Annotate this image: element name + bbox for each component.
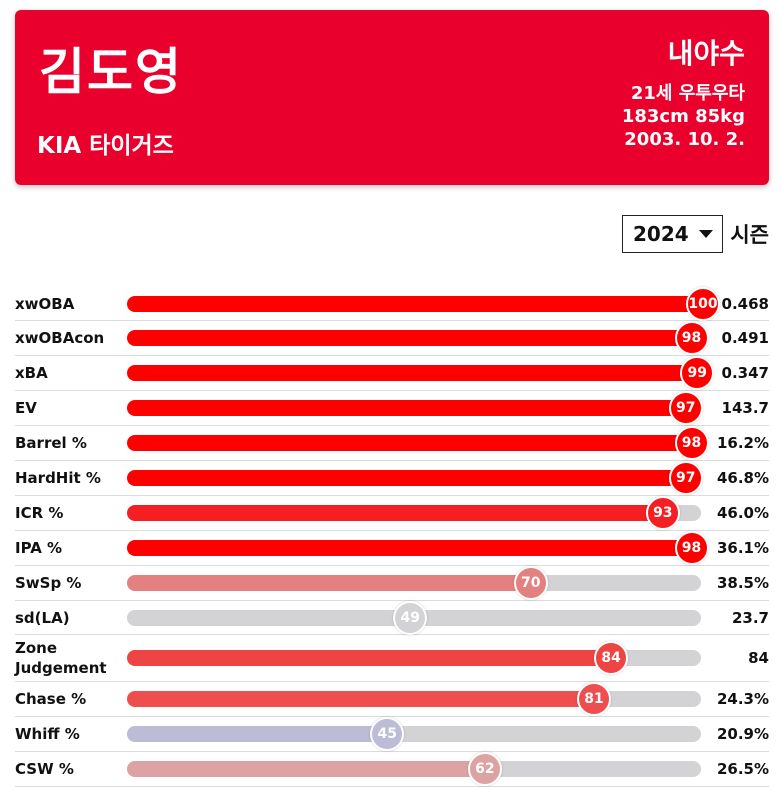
percentile-bar-track: 98	[127, 426, 709, 460]
player-name: 김도영	[39, 43, 183, 101]
percentile-badge: 45	[370, 717, 405, 751]
percentile-bar-fill	[127, 761, 483, 777]
percentile-bar-fill	[127, 609, 409, 626]
percentile-bar-fill	[127, 540, 690, 556]
metric-label: Zone Judgement	[15, 639, 107, 677]
player-position: 내야수	[667, 37, 745, 70]
percentile-bar-fill	[127, 330, 690, 346]
metric-value: 46.0%	[716, 504, 769, 522]
percentile-badge: 98	[674, 321, 709, 355]
percentile-bar-fill	[127, 365, 696, 381]
metric-value: 0.347	[721, 364, 769, 382]
metric-value: 38.5%	[716, 574, 769, 592]
percentile-badge: 84	[594, 641, 629, 675]
percentile-bar-track: 93	[127, 496, 701, 530]
percentile-bar-track: 70	[127, 566, 701, 600]
percentile-badge: 49	[393, 600, 428, 635]
metric-value: 46.8%	[716, 469, 769, 487]
percentile-bar-fill	[127, 400, 684, 416]
percentile-badge: 62	[467, 752, 502, 786]
percentile-bar-fill	[127, 505, 661, 521]
season-selector-row: 2024 시즌	[622, 214, 769, 254]
percentile-bar-fill	[127, 435, 690, 451]
metric-value: 26.5%	[716, 760, 769, 778]
metric-label: Chase %	[15, 690, 87, 708]
percentile-badge: 97	[668, 461, 703, 495]
player-body: 183cm 85kg	[621, 106, 745, 127]
percentile-bar-fill	[127, 575, 529, 591]
metric-value: 23.7	[731, 608, 769, 627]
percentile-bar-fill	[127, 470, 684, 486]
player-header-card: 김도영 KIA 타이거즈 내야수 21세 우투우타 183cm 85kg 200…	[15, 10, 769, 185]
percentile-bar-track: 49	[127, 600, 701, 635]
team-name: KIA 타이거즈	[37, 133, 174, 159]
percentile-bar-track: 100	[127, 286, 720, 321]
metric-label: SwSp %	[15, 574, 82, 592]
metric-label: Barrel %	[15, 434, 87, 452]
player-info: 21세 우투우타 183cm 85kg 2003. 10. 2.	[622, 82, 745, 151]
percentile-bar-fill	[127, 726, 386, 742]
season-select[interactable]: 2024	[622, 215, 724, 253]
percentile-badge: 99	[680, 356, 715, 390]
percentile-bar-track: 98	[127, 321, 709, 355]
metric-label: Whiff %	[15, 725, 80, 743]
percentile-badge: 97	[668, 391, 703, 425]
percentile-bar-track: 97	[127, 461, 703, 495]
percentile-bar-track: 81	[127, 682, 701, 716]
season-select-value: 2024	[633, 222, 689, 246]
percentile-badge: 98	[674, 531, 709, 565]
percentile-bar-fill	[127, 691, 592, 707]
percentile-bar-track: 45	[127, 717, 701, 751]
metric-label: xBA	[15, 364, 48, 382]
metric-row: xwOBAcon 98 0.491	[15, 321, 769, 356]
metric-label: ICR %	[15, 504, 64, 522]
metric-value: 0.468	[721, 294, 769, 313]
metric-label: xwOBAcon	[15, 329, 105, 347]
metrics-list: xwOBA 100 0.468 xwOBAcon 98 0.491 xBA 99 0.347 EV…	[15, 286, 769, 787]
metric-row: Barrel % 98 16.2%	[15, 426, 769, 461]
metric-value: 0.491	[721, 329, 769, 347]
metric-row: ICR % 93 46.0%	[15, 496, 769, 531]
metric-row: SwSp % 70 38.5%	[15, 566, 769, 601]
percentile-bar-track: 84	[127, 641, 701, 675]
metric-label: EV	[15, 399, 37, 417]
metric-value: 24.3%	[716, 690, 769, 708]
metric-label: xwOBA	[15, 294, 75, 313]
metric-row: CSW % 62 26.5%	[15, 752, 769, 787]
percentile-badge: 70	[513, 566, 548, 600]
percentile-bar-fill	[127, 650, 610, 666]
metric-label: CSW %	[15, 760, 74, 778]
metric-value: 20.9%	[716, 725, 769, 743]
metric-row: IPA % 98 36.1%	[15, 531, 769, 566]
metric-value: 143.7	[721, 399, 769, 417]
season-label: 시즌	[730, 223, 769, 247]
metric-row: Whiff % 45 20.9%	[15, 717, 769, 752]
metric-value: 84	[748, 649, 769, 667]
percentile-badge: 98	[674, 426, 709, 460]
metric-row: Zone Judgement 84 84	[15, 635, 769, 682]
metric-row: sd(LA) 49 23.7	[15, 600, 769, 635]
percentile-bar-track: 62	[127, 752, 701, 786]
metric-label: IPA %	[15, 539, 63, 557]
player-age-hand: 21세 우투우타	[630, 83, 745, 104]
percentile-bar-fill	[127, 295, 701, 312]
metric-row: HardHit % 97 46.8%	[15, 461, 769, 496]
player-birth: 2003. 10. 2.	[624, 129, 745, 150]
metric-value: 16.2%	[716, 434, 769, 452]
metric-row: xBA 99 0.347	[15, 356, 769, 391]
percentile-badge: 93	[645, 496, 680, 530]
metric-row: EV 97 143.7	[15, 391, 769, 426]
metric-label: HardHit %	[15, 469, 101, 487]
percentile-bar-track: 99	[127, 356, 715, 390]
metric-value: 36.1%	[716, 539, 769, 557]
metric-row: Chase % 81 24.3%	[15, 682, 769, 717]
percentile-bar-track: 97	[127, 391, 703, 425]
metric-row: xwOBA 100 0.468	[15, 286, 769, 321]
percentile-badge: 100	[686, 286, 720, 321]
percentile-badge: 81	[576, 682, 611, 716]
percentile-bar-track: 98	[127, 531, 709, 565]
metric-label: sd(LA)	[15, 608, 70, 627]
chevron-down-icon	[698, 230, 713, 238]
